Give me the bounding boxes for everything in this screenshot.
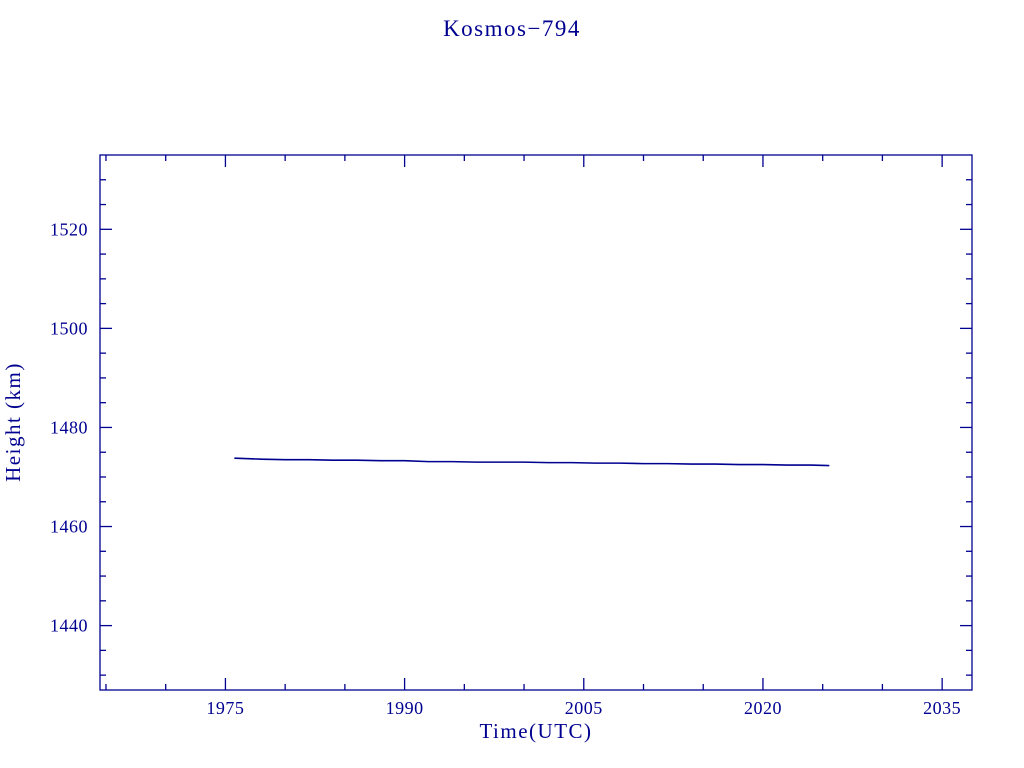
x-axis-label: Time(UTC) — [479, 719, 592, 743]
y-tick-label: 1520 — [50, 219, 88, 239]
axis-ticks — [100, 155, 972, 690]
chart-title: Kosmos−794 — [443, 16, 581, 41]
y-tick-label: 1460 — [50, 517, 88, 537]
x-tick-label: 2020 — [744, 698, 782, 718]
tick-labels: 1975 1990 2005 2020 2035 1440 1460 1480 1500 1520 — [50, 219, 961, 718]
y-tick-label: 1500 — [50, 318, 88, 338]
x-tick-label: 1975 — [206, 698, 244, 718]
height-series-line — [234, 457, 830, 467]
x-tick-label: 2005 — [565, 698, 603, 718]
plot-frame — [99, 154, 973, 691]
y-axis-label: Height (km) — [1, 362, 25, 482]
y-tick-label: 1480 — [50, 417, 88, 437]
x-tick-label: 1990 — [386, 698, 424, 718]
x-tick-label: 2035 — [923, 698, 961, 718]
data-line — [234, 457, 830, 467]
y-tick-label: 1440 — [50, 616, 88, 636]
